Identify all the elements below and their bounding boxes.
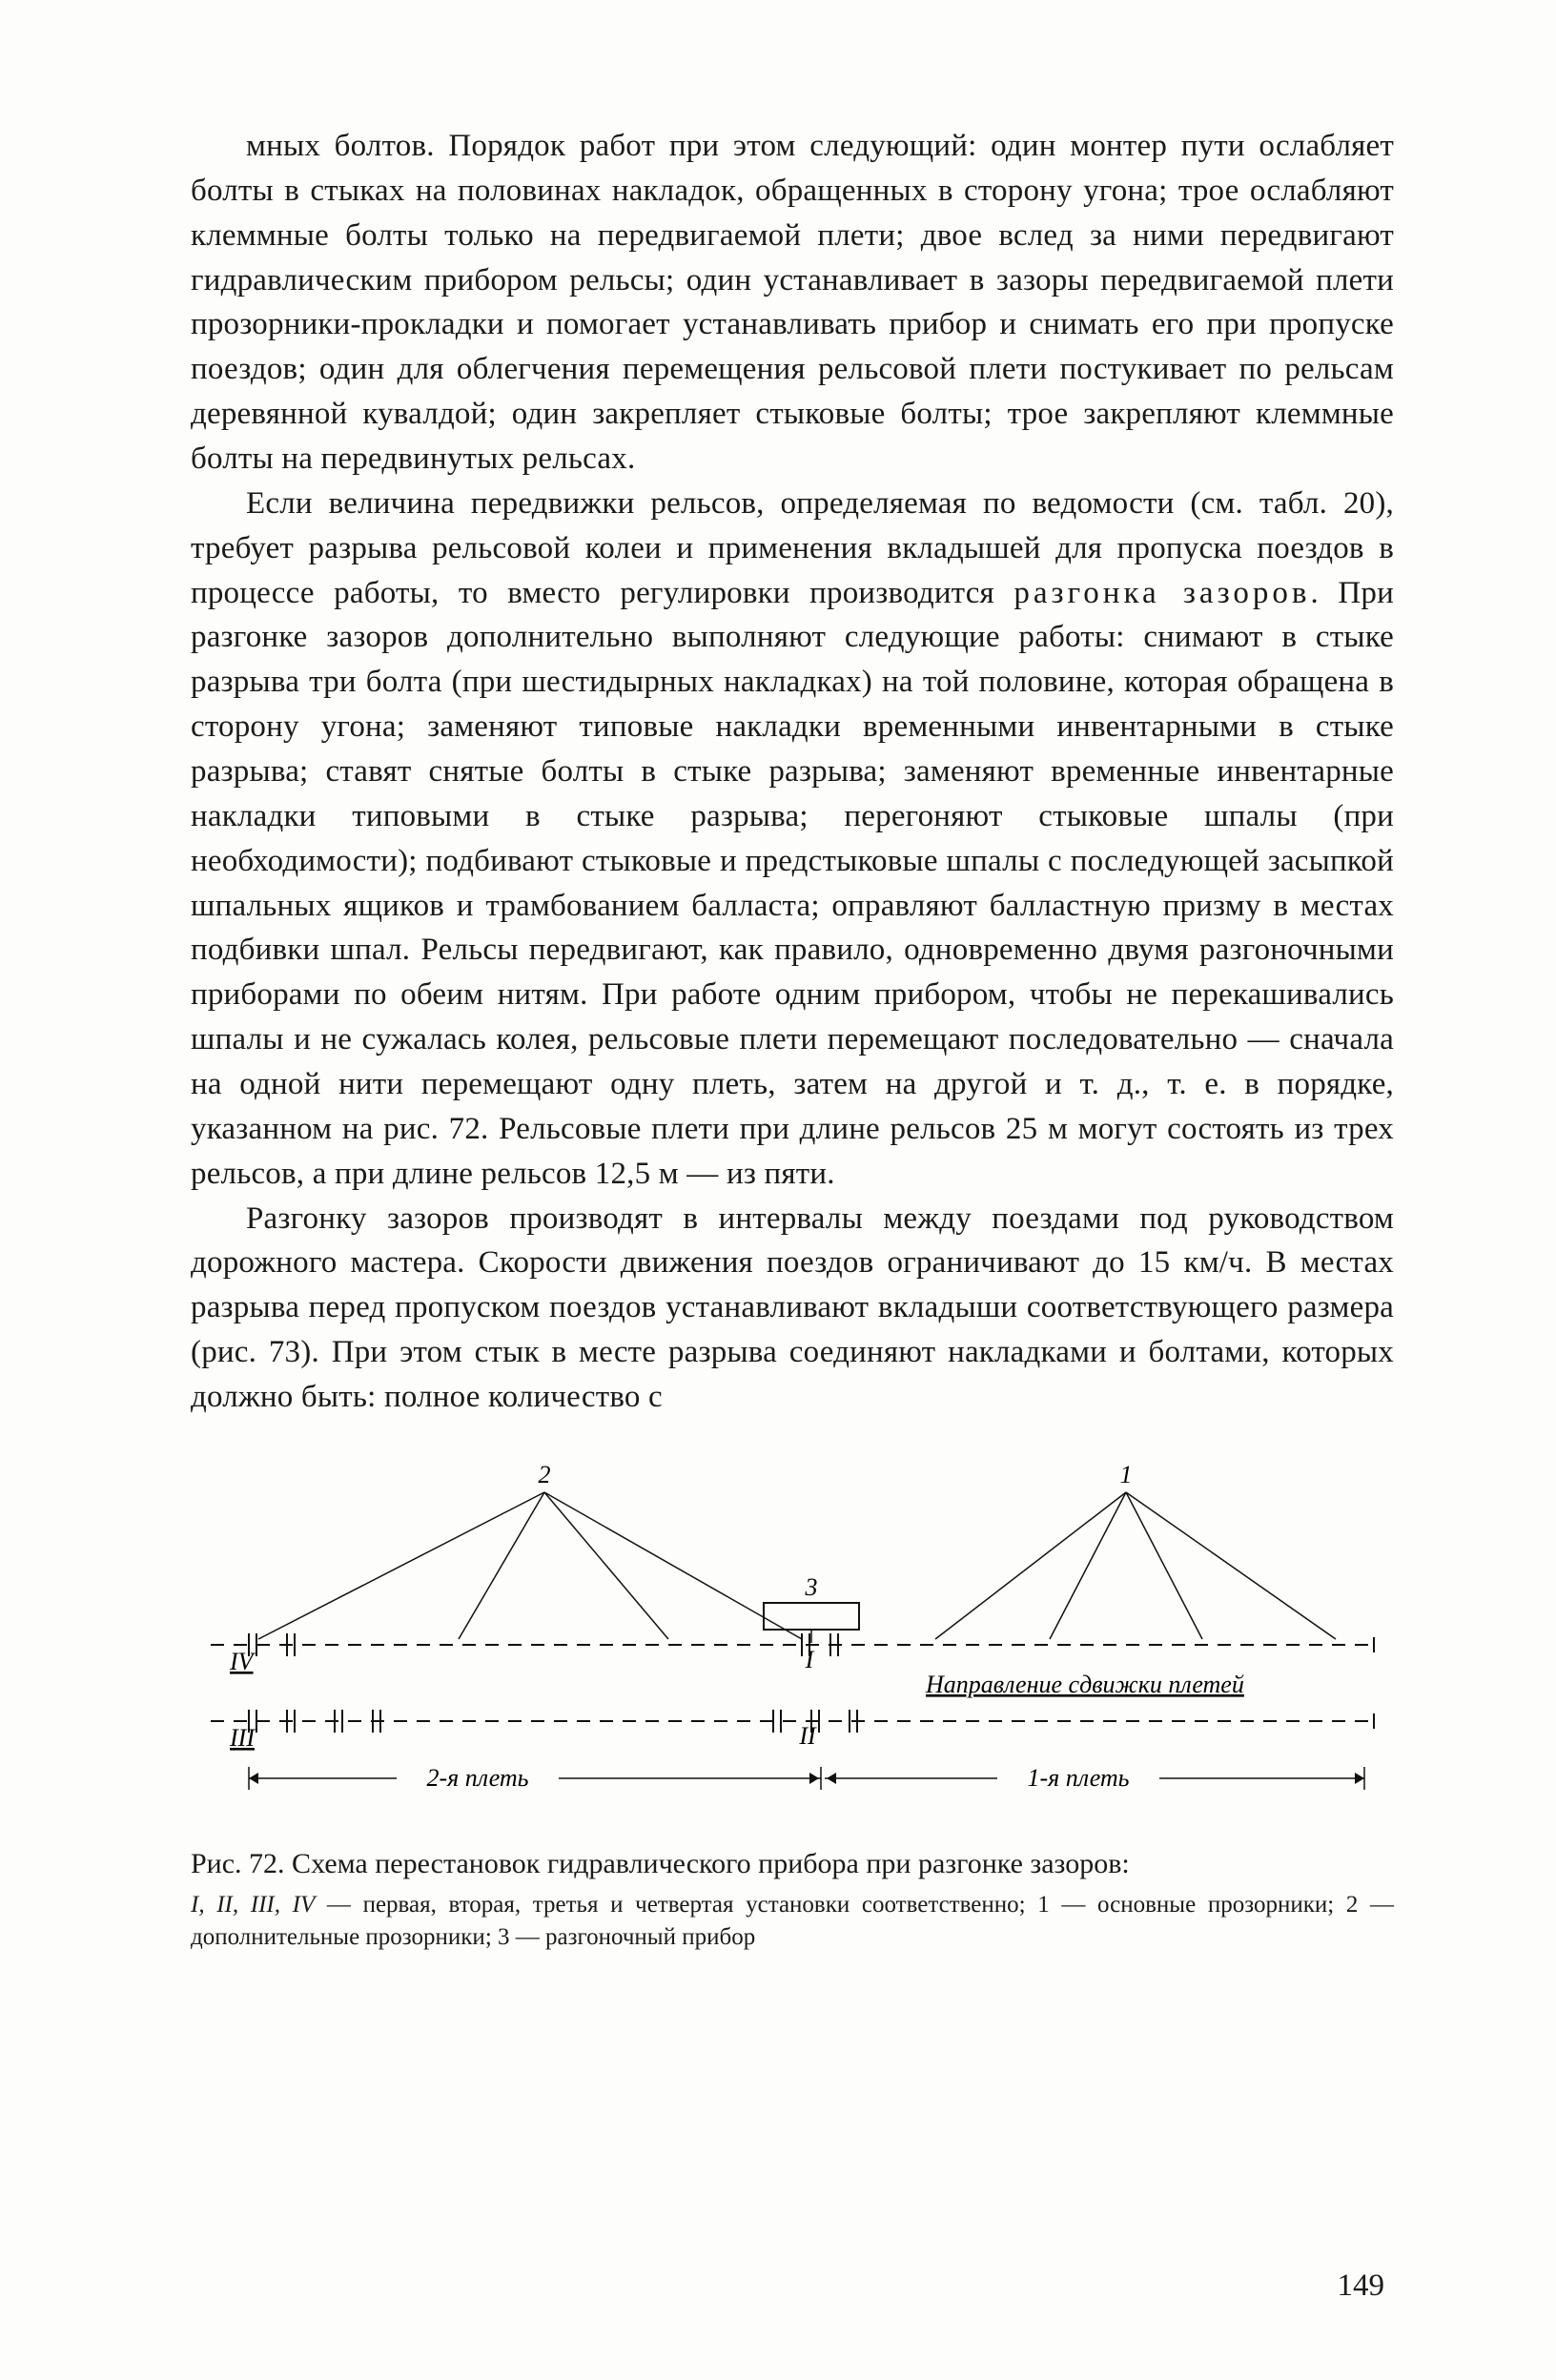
figure-72-svg: 312IVIIIIIIНаправление сдвижки плетей2-я…: [192, 1454, 1393, 1816]
svg-text:IV: IV: [229, 1648, 256, 1675]
svg-text:1: 1: [1120, 1461, 1133, 1488]
svg-text:I: I: [805, 1646, 815, 1673]
svg-text:Направление сдвижки плетей: Направление сдвижки плетей: [925, 1671, 1244, 1698]
svg-text:1-я плеть: 1-я плеть: [1027, 1764, 1129, 1792]
paragraph-2: Если величина передвижки рельсов, опреде…: [191, 482, 1394, 1197]
figure-72: 312IVIIIIIIНаправление сдвижки плетей2-я…: [191, 1454, 1394, 1954]
paragraph-3: Разгонку зазоров производят в интервалы …: [191, 1197, 1394, 1420]
svg-text:III: III: [229, 1724, 256, 1752]
svg-text:2-я плеть: 2-я плеть: [426, 1764, 528, 1792]
caption-rest: — первая, вторая, третья и четвертая уст…: [191, 1892, 1394, 1950]
svg-text:II: II: [798, 1722, 817, 1750]
caption-roman: I, II, III, IV: [191, 1892, 315, 1918]
p2-emph: разгонка зазоров: [1013, 576, 1310, 610]
figure-72-caption: Рис. 72. Схема перестановок гидравлическ…: [191, 1845, 1394, 1954]
p2-part-c: . При разгонке зазоров дополнительно вып…: [191, 576, 1394, 1191]
svg-text:3: 3: [805, 1573, 818, 1601]
body-text: мных болтов. Порядок работ при этом след…: [191, 124, 1394, 1420]
caption-line1: Рис. 72. Схема перестановок гидравлическ…: [191, 1848, 1130, 1879]
page-number: 149: [1338, 2268, 1385, 2304]
svg-text:2: 2: [539, 1461, 551, 1488]
paragraph-1: мных болтов. Порядок работ при этом след…: [191, 124, 1394, 482]
caption-line2: I, II, III, IV — первая, вторая, третья …: [191, 1889, 1394, 1954]
